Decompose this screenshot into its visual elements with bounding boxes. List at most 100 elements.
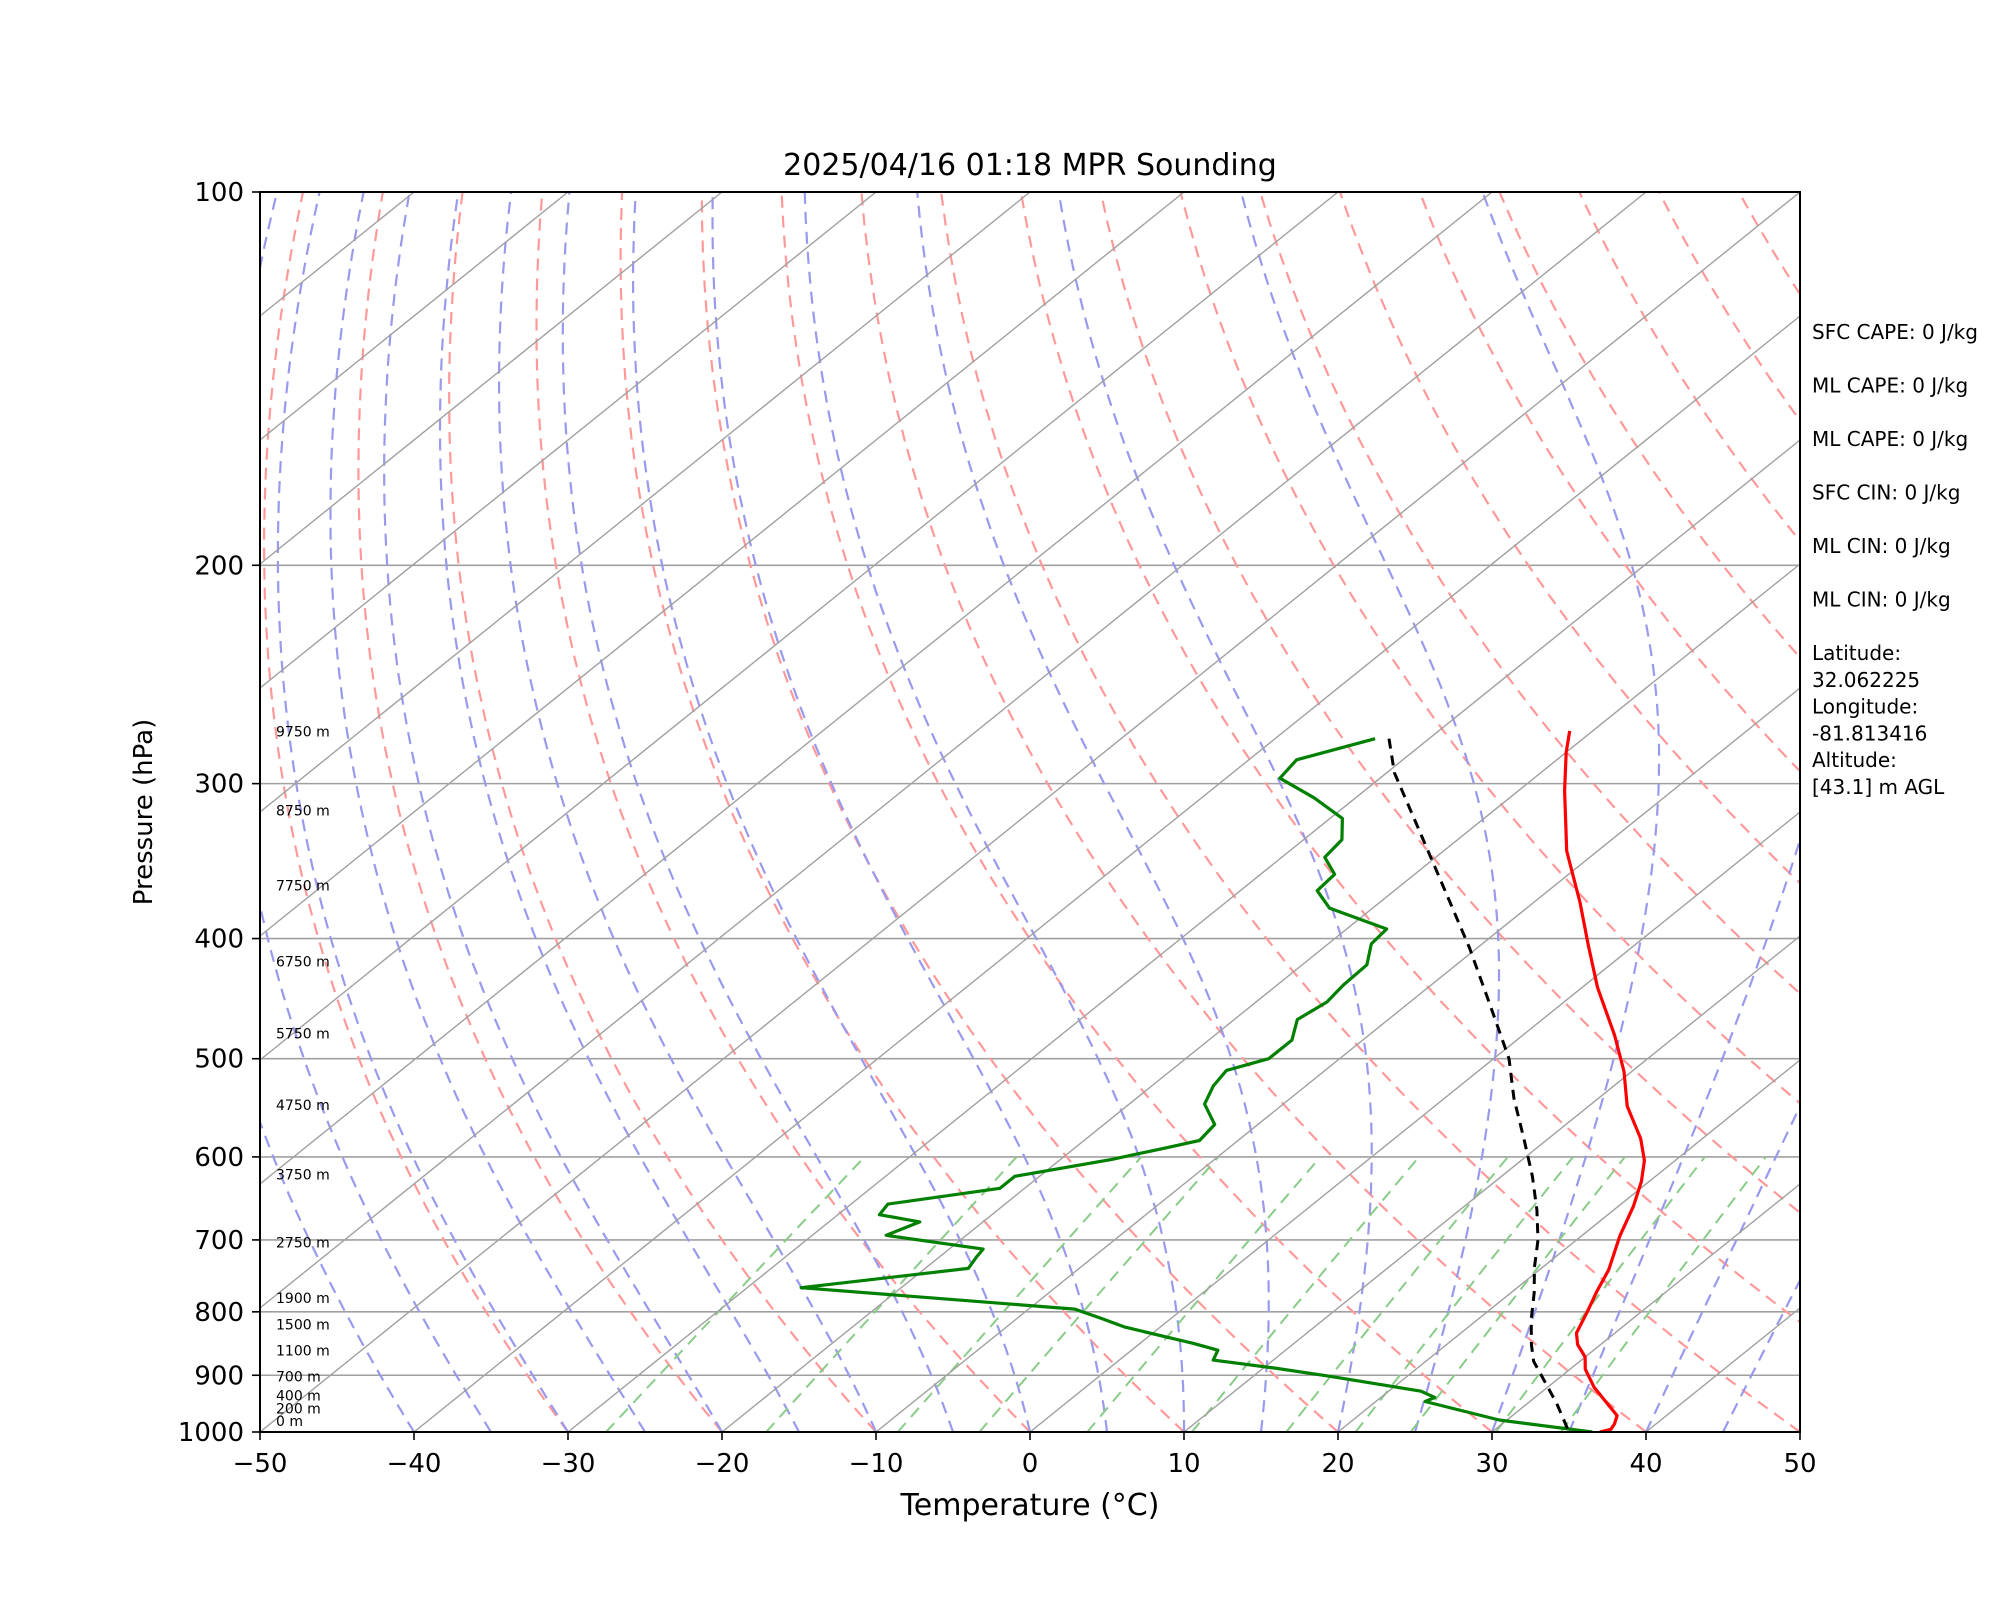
isotherm--20 <box>721 563 1800 1432</box>
info-ml-cin-2: ML CIN: 0 J/kg <box>1812 588 1951 612</box>
chart-title: 2025/04/16 01:18 MPR Sounding <box>783 148 1277 183</box>
height-label: 1900 m <box>276 1291 330 1307</box>
info-altitude-line-1: Altitude: <box>1812 748 1897 772</box>
x-tick-label: −40 <box>387 1449 442 1479</box>
y-tick-label: 300 <box>194 770 244 800</box>
y-tick-label: 800 <box>194 1298 244 1328</box>
isotherm-20 <box>1337 1059 1800 1432</box>
mixing-ratio-line <box>1086 1156 1322 1432</box>
x-tick-label: 30 <box>1475 1449 1508 1479</box>
height-label: 700 m <box>276 1370 321 1386</box>
height-label: 8750 m <box>276 804 330 820</box>
height-label: 9750 m <box>276 725 330 741</box>
plot-area <box>260 192 2000 1432</box>
y-tick-label: 900 <box>194 1361 244 1391</box>
isotherm--50 <box>260 192 1800 1432</box>
moist-adiabat <box>1240 192 1501 1432</box>
info-ml-cin-1: ML CIN: 0 J/kg <box>1812 534 1951 558</box>
x-axis-label: Temperature (°C) <box>900 1488 1160 1523</box>
y-tick-label: 600 <box>194 1143 244 1173</box>
height-label: 2750 m <box>276 1236 330 1252</box>
moist-adiabat <box>1057 192 1373 1432</box>
info-latitude-line-2: 32.062225 <box>1812 668 1920 692</box>
isotherm--130 <box>260 192 569 441</box>
height-label: 200 m <box>276 1401 321 1417</box>
height-label: 7750 m <box>276 879 330 895</box>
y-tick-label: 400 <box>194 925 244 955</box>
dry-adiabat <box>357 192 723 1432</box>
moist-adiabat <box>276 192 569 1432</box>
dry-adiabat <box>1418 192 1800 773</box>
dry-adiabat <box>1338 192 1800 885</box>
mixing-ratio-line <box>1354 1156 1574 1432</box>
mixing-ratio-line <box>605 1156 866 1432</box>
info-longitude-line-1: Longitude: <box>1812 695 1918 719</box>
moist-adiabat <box>1567 192 1800 1432</box>
x-tick-label: −20 <box>695 1449 750 1479</box>
x-tick-label: 20 <box>1321 1449 1354 1479</box>
x-tick-label: 10 <box>1167 1449 1200 1479</box>
moist-adiabat <box>1481 192 1661 1432</box>
isotherm--10 <box>875 687 1800 1432</box>
height-label: 0 m <box>276 1414 303 1430</box>
dry-adiabat <box>619 192 1185 1432</box>
y-tick-label: 1000 <box>178 1418 244 1448</box>
mixing-ratio-line <box>978 1156 1220 1432</box>
dry-adiabat <box>535 192 1031 1432</box>
moist-adiabat <box>260 192 492 1432</box>
height-label: 400 m <box>276 1389 321 1405</box>
dry-adiabat <box>448 192 877 1432</box>
isotherm-0 <box>1029 811 1800 1432</box>
moist-adiabat <box>916 192 1270 1432</box>
y-axis-ticks: 100 200 300 400 500 600 700 800 900 1000 <box>178 178 260 1448</box>
moist-adiabat <box>260 1119 415 1432</box>
info-sfc-cape: SFC CAPE: 0 J/kg <box>1812 320 1978 344</box>
info-latitude-line-1: Latitude: <box>1812 641 1901 665</box>
x-axis-ticks: −50 −40 −30 −20 −10 0 10 20 30 40 50 <box>233 1432 1817 1479</box>
isobar-gridlines <box>260 192 1800 1432</box>
dry-adiabat <box>1099 192 1800 1215</box>
height-label: 3750 m <box>276 1168 330 1184</box>
dry-adiabat <box>1578 192 1800 543</box>
x-tick-label: 40 <box>1629 1449 1662 1479</box>
dry-adiabat <box>1019 192 1800 1324</box>
mixing-ratio-line <box>1409 1156 1626 1432</box>
isotherm--110 <box>260 192 877 689</box>
isotherm--70 <box>260 192 1493 1185</box>
info-longitude-line-2: -81.813416 <box>1812 722 1927 746</box>
isotherm--120 <box>260 192 723 565</box>
parcel-profile <box>1387 738 1571 1432</box>
isotherm--90 <box>260 192 1185 937</box>
sounding-series <box>799 730 1646 1432</box>
moist-adiabat <box>561 192 955 1432</box>
height-label: 6750 m <box>276 954 330 970</box>
info-altitude-line-2: [43.1] m AGL <box>1812 775 1945 799</box>
x-tick-label: −30 <box>541 1449 596 1479</box>
moist-adiabat <box>803 192 1186 1432</box>
dry-adiabat <box>940 192 1800 1432</box>
dry-adiabat <box>780 192 1493 1432</box>
moist-adiabat <box>383 192 723 1432</box>
moist-adiabat <box>329 192 646 1432</box>
info-panel: SFC CAPE: 0 J/kg ML CAPE: 0 J/kg ML CAPE: … <box>1812 320 1978 799</box>
isotherm--30 <box>567 439 1800 1432</box>
y-tick-label: 500 <box>194 1045 244 1075</box>
info-sfc-cin: SFC CIN: 0 J/kg <box>1812 481 1960 505</box>
isotherm--40 <box>413 315 1800 1432</box>
skewed-isotherms <box>260 192 1800 1432</box>
mixing-ratio-line <box>1191 1156 1420 1432</box>
x-tick-label: 50 <box>1783 1449 1816 1479</box>
height-label: 4750 m <box>276 1098 330 1114</box>
x-tick-label: −50 <box>233 1449 288 1479</box>
y-axis-label: Pressure (hPa) <box>129 719 159 906</box>
y-tick-label: 700 <box>194 1226 244 1256</box>
dry-adiabat <box>262 192 569 1432</box>
y-tick-label: 200 <box>194 551 244 581</box>
mixing-ratio-line <box>1495 1156 1706 1432</box>
moist-adiabats <box>260 192 1800 1432</box>
mixing-ratio-line <box>897 1156 1143 1432</box>
dry-adiabat <box>1978 192 2000 1432</box>
dry-adiabat <box>1179 192 1800 1105</box>
